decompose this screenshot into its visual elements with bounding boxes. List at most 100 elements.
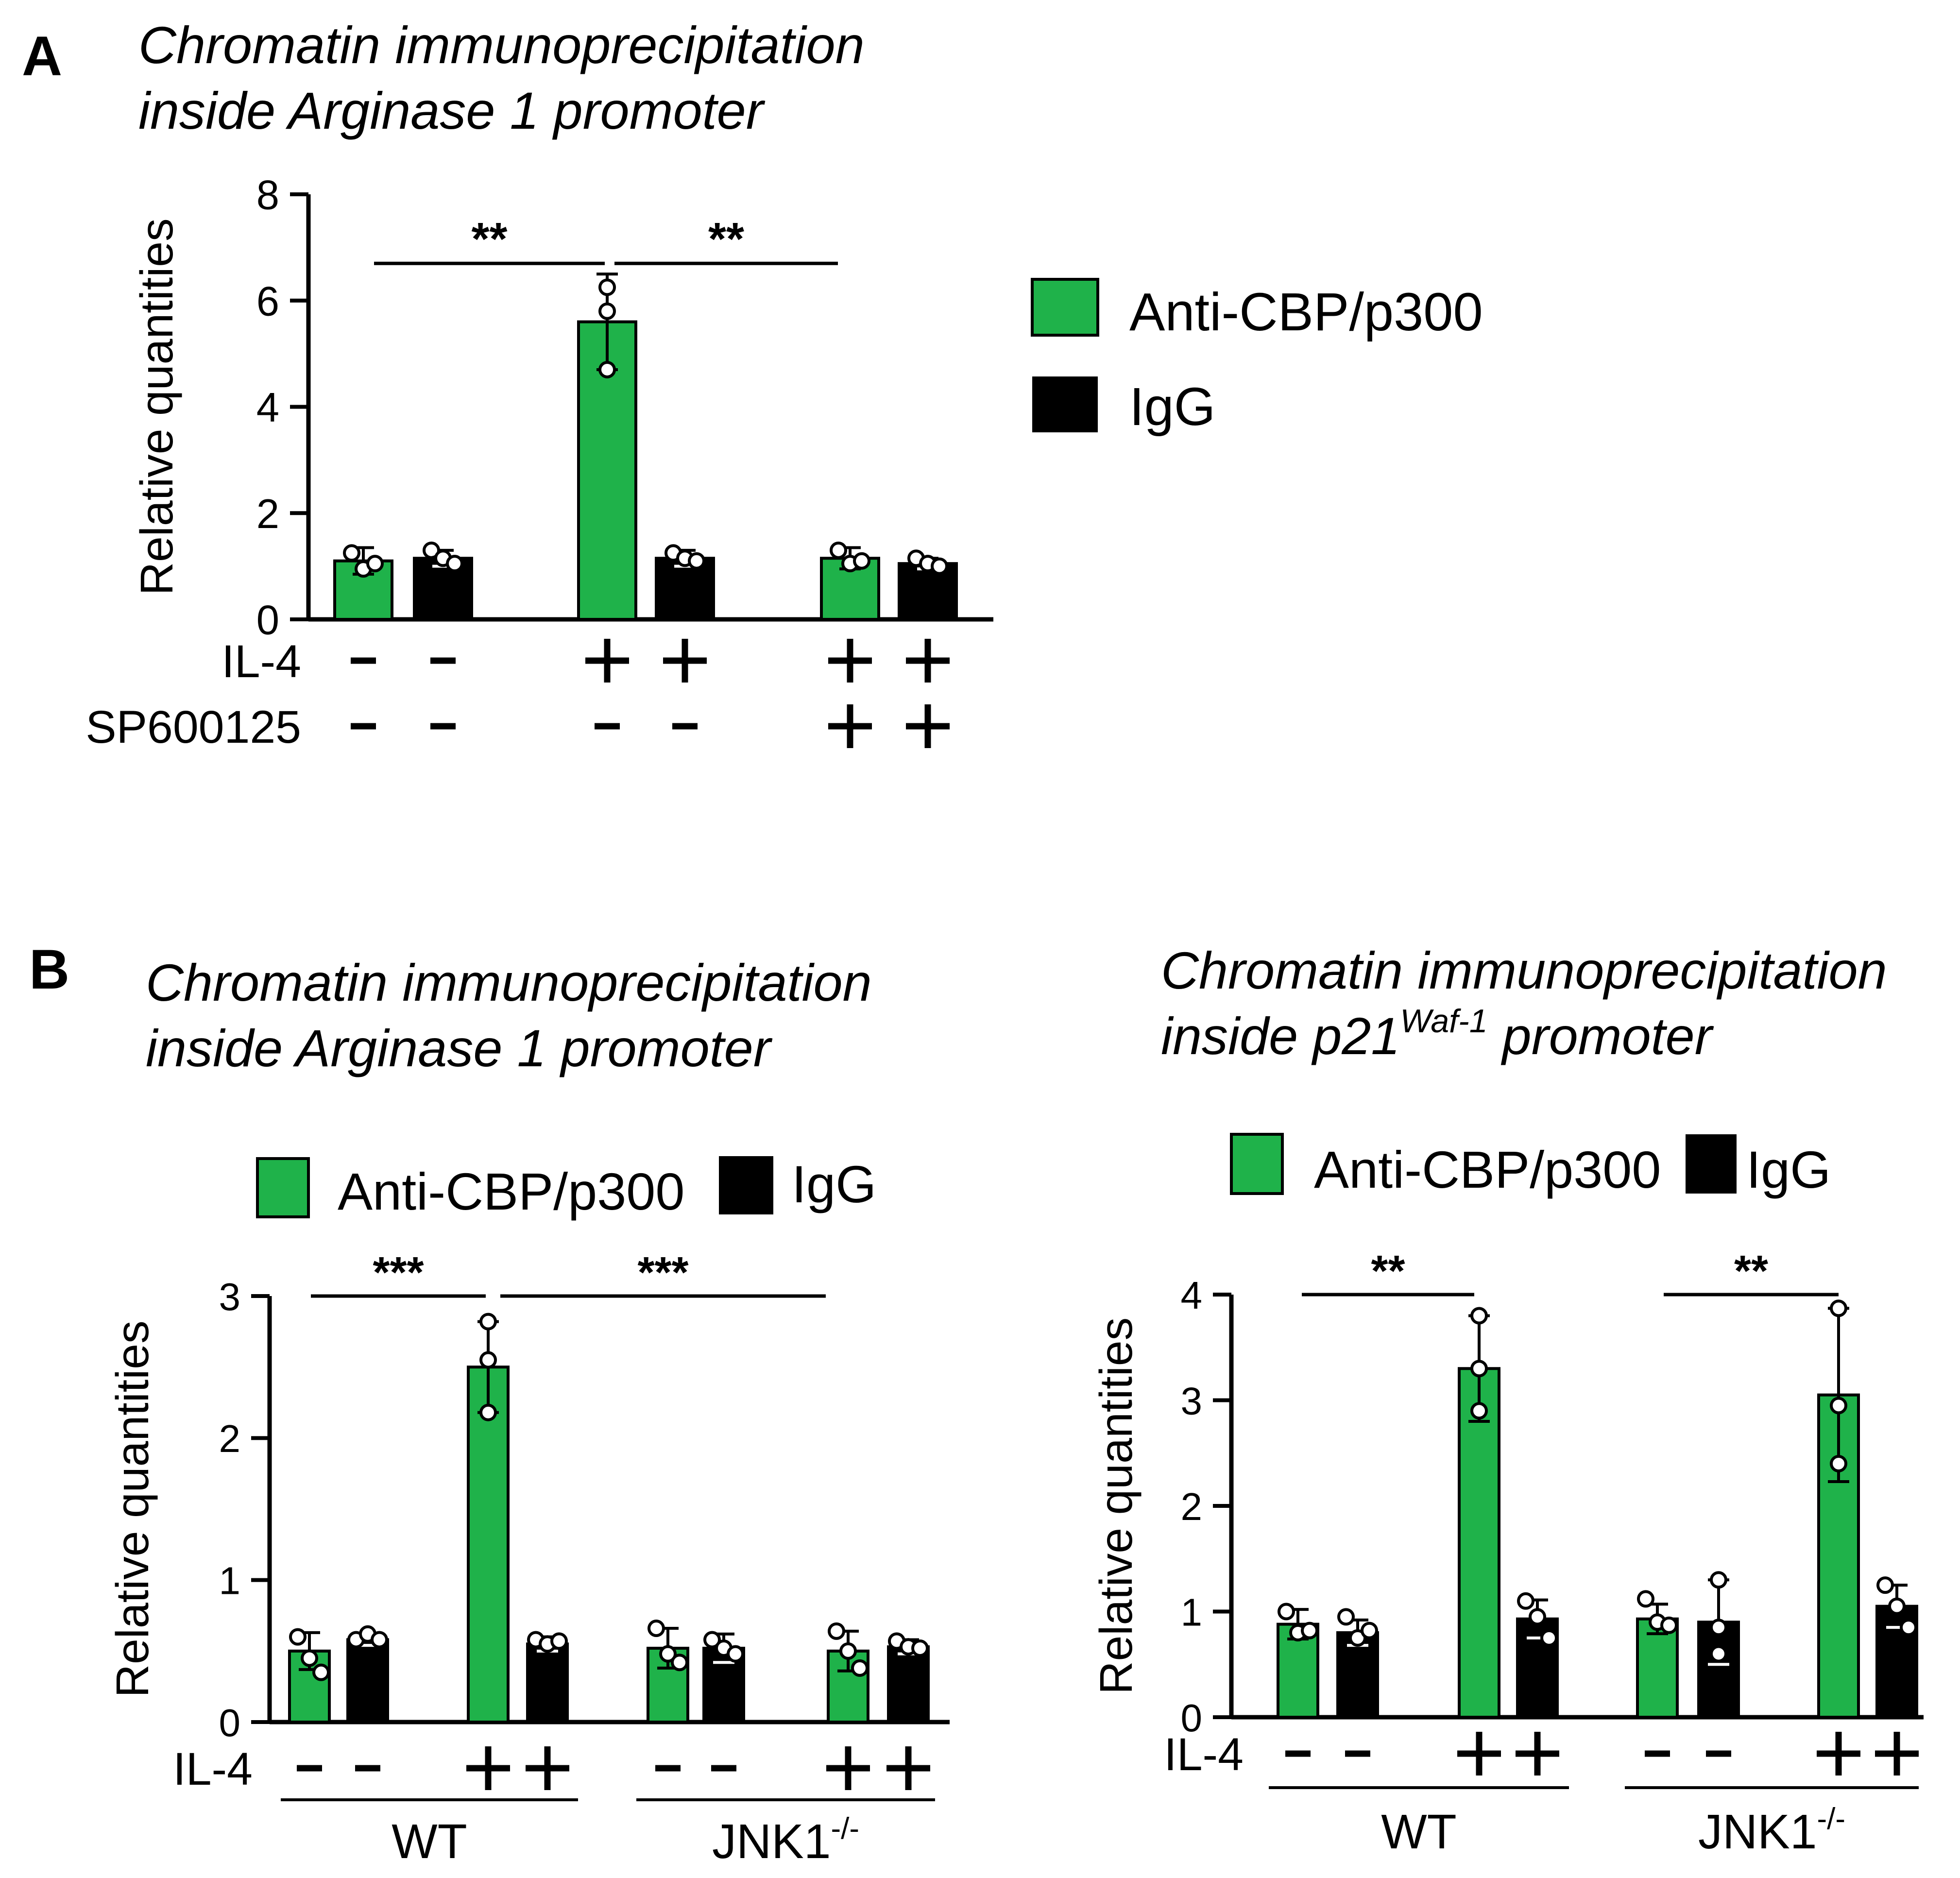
panel-b1-data-point xyxy=(828,1622,845,1640)
panel-b2-data-point xyxy=(1337,1608,1355,1626)
panel-b2-significance-stars: ** xyxy=(1371,1247,1405,1296)
panel-b1-title-line1: Chromatin immunoprecipitation xyxy=(146,953,872,1012)
panel-b2-title-sup: Waf-1 xyxy=(1400,1003,1487,1040)
panel-a-data-point xyxy=(598,302,616,320)
panel-b2-data-point xyxy=(1361,1622,1378,1639)
panel-b2-data-point xyxy=(1710,1619,1727,1637)
panel-b1-data-point xyxy=(550,1632,568,1650)
panel-a-row-label: SP600125 xyxy=(85,701,301,753)
panel-b2-sign-plus xyxy=(1457,1732,1501,1776)
panel-b2-y-tick-label: 0 xyxy=(1181,1696,1203,1740)
panel-b2-data-point xyxy=(1301,1622,1318,1639)
panel-a-y-axis-label: Relative quantities xyxy=(131,218,183,595)
panel-a-y-tick-label: 6 xyxy=(256,278,279,324)
charts-layer: 0 2 4 6 8 Relative quantities ** ** IL-4 SP600125… xyxy=(85,172,1924,1869)
panel-b2-legend-anti-label: Anti-CBP/p300 xyxy=(1314,1140,1661,1199)
panel-b2-title-pre: inside p21 xyxy=(1161,1007,1400,1065)
panel-a-sign-plus xyxy=(585,639,629,683)
panel-b2-sign-plus xyxy=(1817,1732,1860,1776)
panel-a-letter: A xyxy=(22,25,62,87)
panel-b2-data-point xyxy=(1830,1397,1847,1415)
panel-b1-data-point xyxy=(479,1313,497,1331)
panel-a-y-tick-label: 2 xyxy=(256,491,279,537)
panel-b1-bar-igg xyxy=(526,1642,569,1724)
panel-a-data-point xyxy=(830,541,847,559)
panel-b2-legend-black-swatch xyxy=(1686,1134,1737,1194)
panel-b1-data-point xyxy=(911,1639,929,1657)
panel-b1-data-point xyxy=(289,1628,307,1646)
panel-a-data-point xyxy=(598,360,616,378)
panel-b2-data-point xyxy=(1660,1616,1678,1634)
panel-b2-data-point xyxy=(1529,1608,1546,1626)
panel-a-sign-plus xyxy=(828,639,872,683)
panel-a-y-tick-label: 8 xyxy=(256,172,279,219)
panel-b1-data-point xyxy=(479,1403,497,1421)
group-label-sup: -/- xyxy=(1817,1802,1846,1836)
panel-b2-y-tick-label: 4 xyxy=(1181,1274,1203,1317)
panel-b1-bar-igg xyxy=(887,1645,930,1724)
panel-b2-bar-anti xyxy=(1458,1367,1500,1719)
panel-a-data-point xyxy=(598,278,616,296)
panel-b2-row-label: IL-4 xyxy=(1164,1729,1244,1780)
panel-b2-data-point xyxy=(1900,1619,1917,1637)
panel-b1-y-axis-label: Relative quantities xyxy=(107,1320,158,1697)
panel-b1-data-point xyxy=(648,1620,665,1638)
panel-b2-data-point xyxy=(1470,1307,1488,1325)
panel-b2-group-label: WT xyxy=(1381,1805,1456,1859)
panel-b2-sign-plus xyxy=(1516,1732,1559,1776)
panel-a-data-point xyxy=(688,552,705,570)
panel-b1-y-tick-label: 0 xyxy=(219,1701,241,1744)
panel-b2-y-tick-label: 1 xyxy=(1181,1590,1203,1634)
panel-a-y-tick-label: 4 xyxy=(256,385,279,431)
panel-b2-significance-stars: ** xyxy=(1734,1247,1768,1296)
panel-b2-sign-plus xyxy=(1875,1732,1919,1776)
panel-a-data-point xyxy=(931,557,948,575)
panel-b2-data-point xyxy=(1470,1360,1488,1378)
panel-a-sign-plus xyxy=(663,639,707,683)
panel-a-data-point xyxy=(446,555,463,573)
panel-b2-data-point xyxy=(1830,1455,1847,1472)
panel-a-sign-plus xyxy=(906,639,950,683)
panel-b2-y-tick-label: 3 xyxy=(1181,1379,1203,1422)
panel-a-significance-stars: ** xyxy=(708,213,744,265)
panel-b1-sign-plus xyxy=(526,1746,569,1790)
panel-b1-data-point xyxy=(479,1351,497,1369)
panel-a-title-line2: inside Arginase 1 promoter xyxy=(138,81,766,140)
panel-b1-significance-stars: *** xyxy=(373,1248,424,1297)
panel-a-sign-plus xyxy=(828,704,872,748)
group-label-sup: -/- xyxy=(831,1812,860,1845)
panel-b1-legend-black-swatch xyxy=(719,1156,773,1214)
panel-b1-data-point xyxy=(312,1663,330,1681)
panel-a-legend-igg-label: IgG xyxy=(1129,377,1215,437)
panel-a-y-tick-label: 0 xyxy=(256,598,279,644)
panel-b1-data-point xyxy=(851,1659,869,1677)
panel-b1-legend-green-swatch xyxy=(256,1157,310,1218)
panel-a-legend-anti-label: Anti-CBP/p300 xyxy=(1129,282,1483,342)
panel-b1-data-point xyxy=(371,1631,388,1649)
panel-b2-data-point xyxy=(1540,1629,1558,1647)
panel-b2-legend-green-swatch xyxy=(1230,1133,1284,1195)
panel-b1-bar-anti xyxy=(467,1366,510,1724)
panel-b1-data-point xyxy=(671,1654,688,1672)
panel-b2-group-label: JNK1-/- xyxy=(1698,1802,1845,1859)
panel-b1-data-point xyxy=(727,1645,744,1663)
panel-b1-row-label: IL-4 xyxy=(173,1743,253,1795)
panel-b1-data-point xyxy=(301,1649,318,1667)
panel-b1-significance-stars: *** xyxy=(637,1248,688,1297)
panel-a-bar-igg xyxy=(898,562,958,621)
panel-a-data-point xyxy=(343,544,360,562)
panel-a-legend-green-swatch xyxy=(1031,278,1099,337)
panel-b2-legend-igg-label: IgG xyxy=(1746,1140,1831,1199)
group-label-main: JNK1 xyxy=(1698,1805,1817,1859)
panel-b1-data-point xyxy=(659,1645,677,1663)
panel-b1-sign-plus xyxy=(826,1746,870,1790)
panel-b1-y-tick-label: 1 xyxy=(219,1559,241,1602)
panel-a-legend-black-swatch xyxy=(1032,376,1098,432)
panel-b2-title-post: promoter xyxy=(1488,1007,1714,1065)
panel-b1-title-line2: inside Arginase 1 promoter xyxy=(146,1019,773,1077)
panel-b1-sign-plus xyxy=(466,1746,510,1790)
panel-a-data-point xyxy=(366,555,384,573)
panel-b2-data-point xyxy=(1830,1299,1847,1317)
panel-b2-bar-anti xyxy=(1636,1617,1679,1719)
